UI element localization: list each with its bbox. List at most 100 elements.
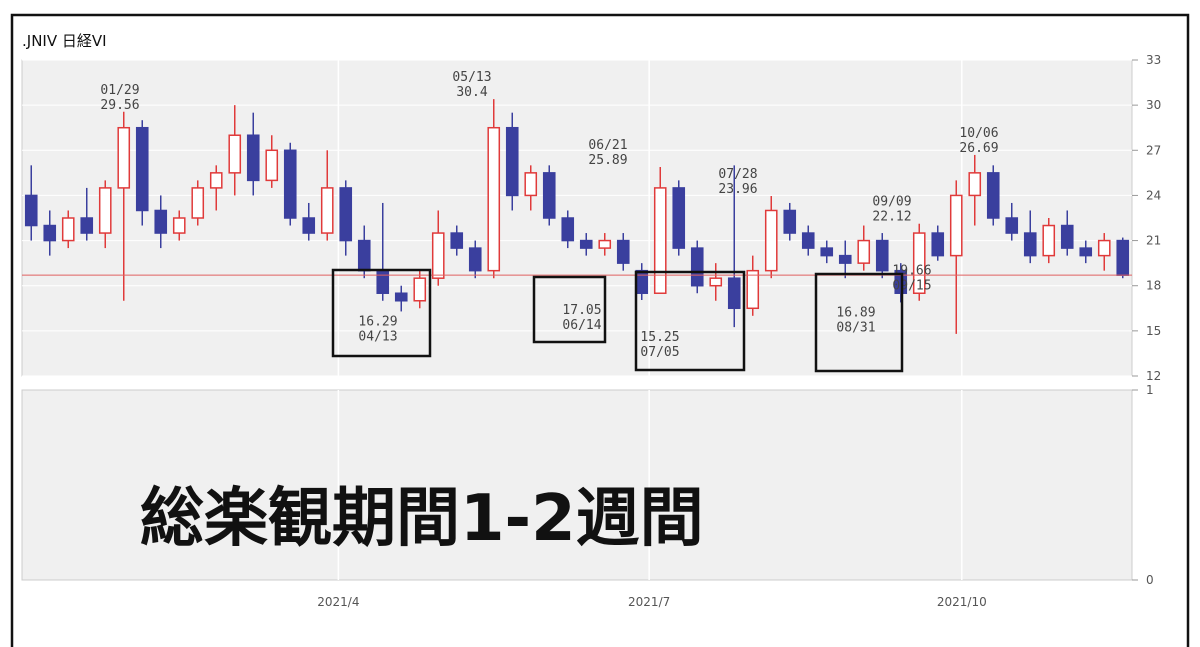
candle-body bbox=[450, 232, 464, 249]
annotation-date: 06/21 bbox=[588, 138, 627, 153]
annotation-value: 23.96 bbox=[718, 182, 757, 197]
candle-body bbox=[487, 126, 501, 272]
candle-body bbox=[635, 269, 649, 294]
y-tick-label: 1 bbox=[1146, 383, 1154, 397]
candle-body bbox=[505, 126, 519, 197]
candle-body bbox=[579, 239, 593, 249]
candle-body bbox=[61, 217, 75, 242]
candle-body bbox=[727, 277, 741, 310]
y-tick-label: 21 bbox=[1146, 234, 1161, 248]
candle-body bbox=[43, 224, 57, 242]
annotation-date: 09/09 bbox=[872, 195, 911, 210]
candle-body bbox=[616, 239, 630, 264]
candle-body bbox=[561, 217, 575, 242]
candle-body bbox=[672, 187, 686, 249]
candle-body bbox=[709, 277, 723, 287]
candle-body bbox=[413, 277, 427, 302]
candle-body bbox=[1042, 224, 1056, 257]
candle-body bbox=[191, 187, 205, 219]
y-tick-label: 18 bbox=[1146, 279, 1161, 293]
candle-body bbox=[80, 217, 94, 234]
candle-body bbox=[265, 149, 279, 182]
candle-body bbox=[468, 247, 482, 272]
annotation-value: 22.12 bbox=[872, 210, 911, 225]
annotation-value: 16.29 bbox=[358, 314, 397, 329]
candle-body bbox=[320, 187, 334, 234]
candle-body bbox=[1005, 217, 1019, 234]
y-tick-label: 30 bbox=[1146, 98, 1161, 112]
annotation-date: 09/15 bbox=[892, 279, 931, 294]
candle-body bbox=[820, 247, 834, 257]
y-tick-label: 27 bbox=[1146, 143, 1161, 157]
highlight-box bbox=[331, 268, 432, 358]
candle-body bbox=[24, 194, 38, 227]
candle-body bbox=[801, 232, 815, 249]
candle-body bbox=[875, 239, 889, 272]
annotation-value: 25.89 bbox=[588, 153, 627, 168]
y-tick-label: 15 bbox=[1146, 324, 1161, 338]
candle-body bbox=[1116, 239, 1130, 276]
plot-layer: 12 15 18 21 24 27 30 33 0 1 2021/4 2021/7 2021/10 01/… bbox=[22, 53, 1161, 609]
candle-body bbox=[746, 269, 760, 310]
price-panel bbox=[21, 59, 1133, 377]
x-tick-label: 2021/7 bbox=[628, 595, 670, 609]
candle-body bbox=[838, 254, 852, 264]
candle-body bbox=[968, 172, 982, 197]
candle-body bbox=[1097, 239, 1111, 257]
candle-body bbox=[1023, 232, 1037, 257]
y-tick-label: 24 bbox=[1146, 188, 1161, 202]
annotation-date: 05/13 bbox=[452, 70, 491, 85]
candle-body bbox=[172, 217, 186, 234]
candle-body bbox=[1060, 224, 1074, 249]
candle-body bbox=[246, 134, 260, 182]
candle-body bbox=[949, 194, 963, 257]
candle-body bbox=[986, 172, 1000, 219]
x-tick-label: 2021/10 bbox=[937, 595, 987, 609]
candle-body bbox=[598, 239, 612, 249]
candle-body bbox=[431, 232, 445, 279]
annotation-date: 06/14 bbox=[562, 318, 601, 333]
annotation-value: 30.4 bbox=[456, 85, 487, 100]
candle-body bbox=[542, 172, 556, 219]
annotation-date: 07/28 bbox=[718, 167, 757, 182]
candle-body bbox=[764, 209, 778, 272]
candle-body bbox=[117, 126, 131, 189]
overlay-text: 総楽観期間1-2週間 bbox=[140, 482, 704, 556]
highlight-box bbox=[532, 275, 607, 344]
annotation-value: 29.56 bbox=[100, 98, 139, 113]
candle-body bbox=[394, 292, 408, 302]
candle-body bbox=[135, 126, 149, 212]
annotation-date: 07/05 bbox=[640, 345, 679, 360]
highlight-box bbox=[814, 272, 904, 373]
candle-body bbox=[209, 172, 223, 189]
candle-body bbox=[524, 172, 538, 197]
x-tick-label: 2021/4 bbox=[317, 595, 359, 609]
highlight-box bbox=[634, 270, 746, 372]
annotation-value: 19.66 bbox=[892, 264, 931, 279]
annotation-date: 10/06 bbox=[959, 126, 998, 141]
candle-body bbox=[98, 187, 112, 234]
candle-body bbox=[857, 239, 871, 264]
candle-body bbox=[783, 209, 797, 234]
candle-body bbox=[357, 239, 371, 272]
candle-body bbox=[302, 217, 316, 234]
candle-body bbox=[154, 209, 168, 234]
candle-body bbox=[912, 232, 926, 294]
y-tick-label: 12 bbox=[1146, 369, 1161, 383]
annotation-value: 16.89 bbox=[836, 305, 875, 320]
annotation-value: 17.05 bbox=[562, 303, 601, 318]
annotation-value: 26.69 bbox=[959, 141, 998, 156]
volume-panel bbox=[21, 389, 1133, 581]
y-tick-label: 0 bbox=[1146, 573, 1154, 587]
chart-title: .JNIV 日経VI bbox=[22, 32, 107, 50]
y-tick-label: 33 bbox=[1146, 53, 1161, 67]
candle-body bbox=[283, 149, 297, 219]
annotation-date: 01/29 bbox=[100, 83, 139, 98]
candle-body bbox=[931, 232, 945, 257]
annotation-date: 04/13 bbox=[358, 329, 397, 344]
candle-body bbox=[1079, 247, 1093, 257]
candle-body bbox=[690, 247, 704, 287]
annotation-value: 15.25 bbox=[640, 330, 679, 345]
